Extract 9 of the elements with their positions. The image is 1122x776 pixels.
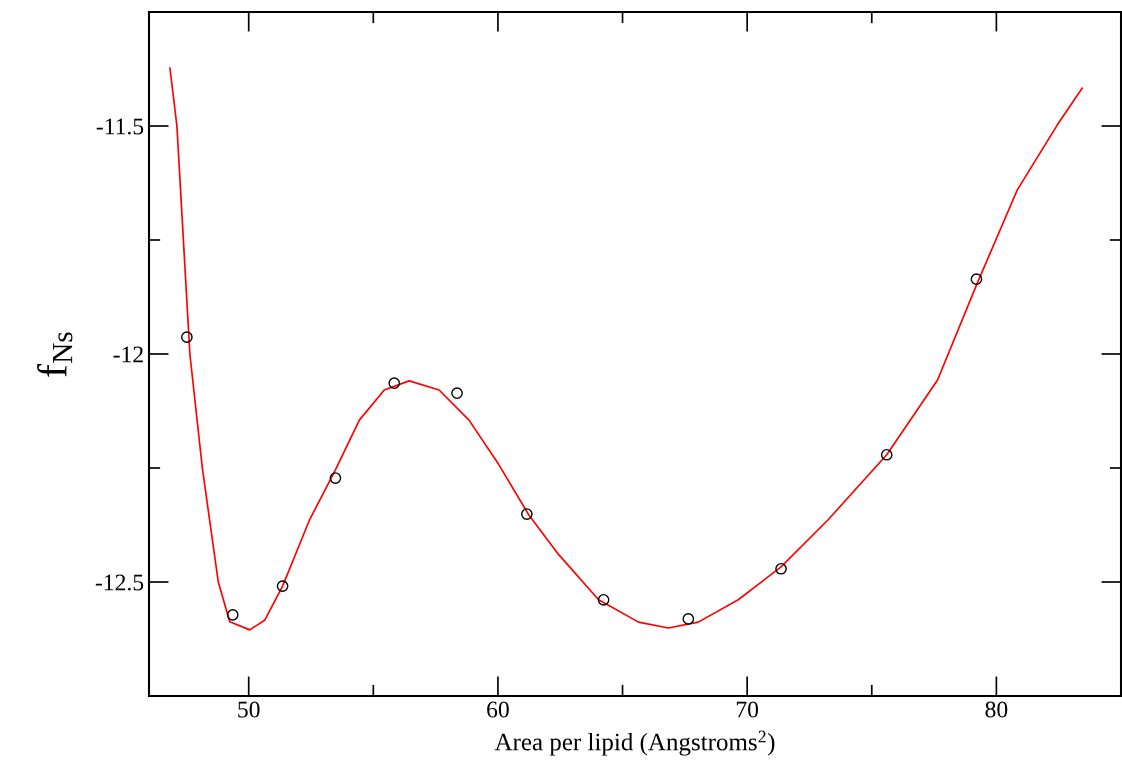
x-tick-label: 80 [985,701,1008,718]
x-tick-label: 50 [238,701,260,718]
x-axis-title: Area per lipid (Angstroms$^{2}$) [494,730,775,756]
x-tick-label: 60 [487,701,509,718]
y-axis-title: f$_{Ns}$ [37,332,73,377]
y-tick-label: -12.5 [95,574,144,591]
y-tick-label: -12 [113,346,143,363]
y-tick-label: -11.5 [96,118,144,135]
x-tick-label: 70 [736,701,759,718]
